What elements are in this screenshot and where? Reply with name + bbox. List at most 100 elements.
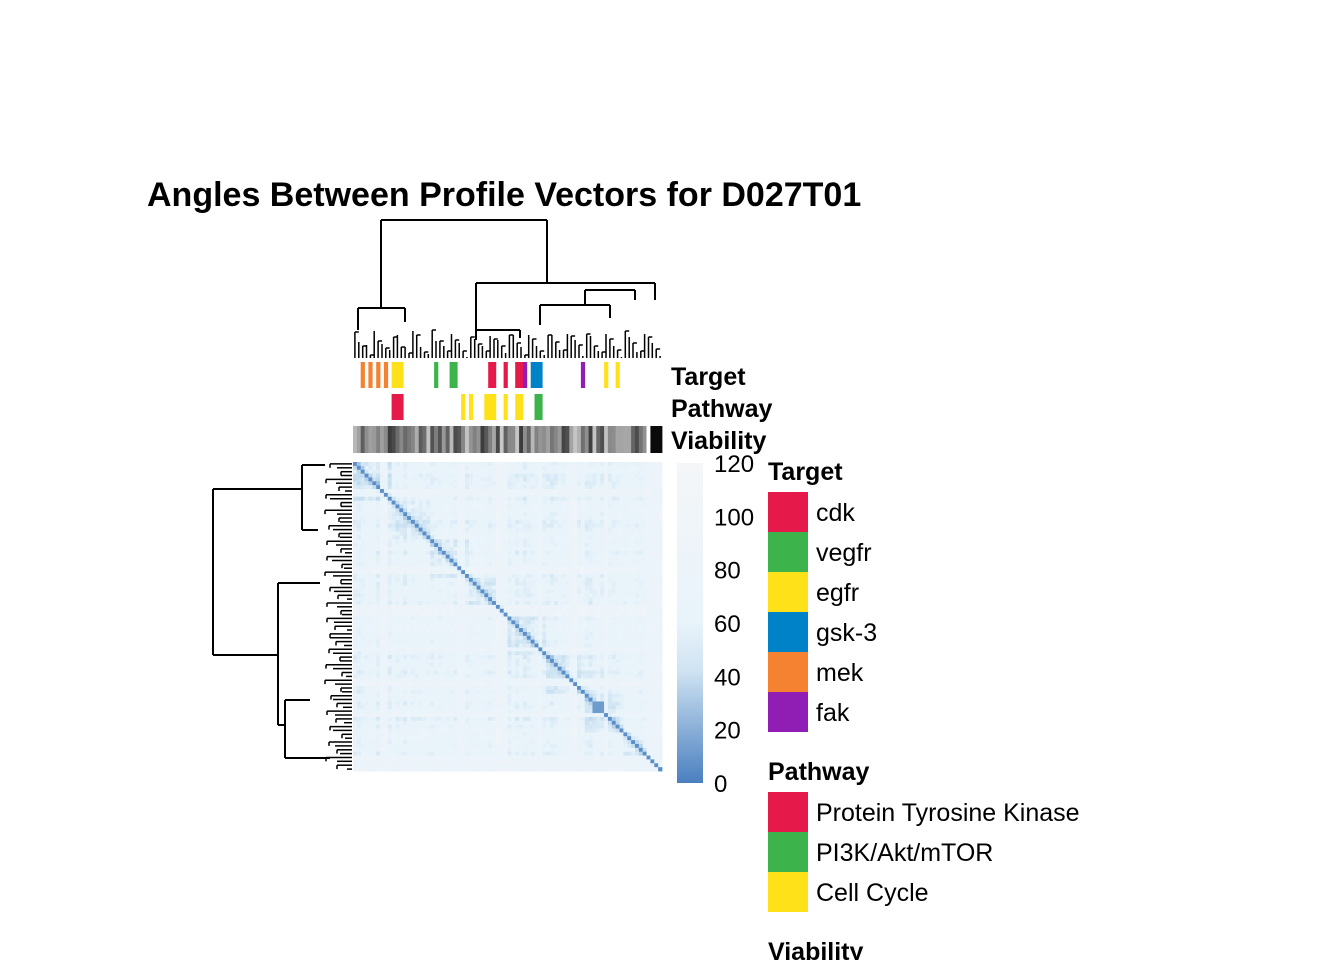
heatmap-cell xyxy=(550,555,554,559)
heatmap-cell xyxy=(546,655,550,659)
heatmap-cell xyxy=(596,508,600,512)
heatmap-cell xyxy=(473,582,477,586)
heatmap-cell xyxy=(596,586,600,590)
heatmap-cell xyxy=(535,636,539,640)
heatmap-cell xyxy=(376,667,380,671)
heatmap-cell xyxy=(446,555,450,559)
heatmap-cell xyxy=(488,497,492,501)
heatmap-cell xyxy=(527,586,531,590)
heatmap-cell xyxy=(616,516,620,520)
heatmap-cell xyxy=(403,551,407,555)
heatmap-cell xyxy=(604,636,608,640)
heatmap-cell xyxy=(600,485,604,489)
heatmap-cell xyxy=(434,671,438,675)
heatmap-cell xyxy=(631,504,635,508)
heatmap-cell xyxy=(573,462,577,466)
heatmap-cell xyxy=(411,512,415,516)
target-annotation-cell xyxy=(361,362,365,388)
heatmap-cell xyxy=(569,570,573,574)
heatmap-cell xyxy=(565,655,569,659)
heatmap-cell xyxy=(623,559,627,563)
heatmap-cell xyxy=(616,586,620,590)
heatmap-cell xyxy=(415,628,419,632)
heatmap-cell xyxy=(608,462,612,466)
heatmap-cell xyxy=(395,485,399,489)
heatmap-cell xyxy=(368,547,372,551)
heatmap-cell xyxy=(500,674,504,678)
heatmap-cell xyxy=(496,539,500,543)
heatmap-cell xyxy=(453,462,457,466)
heatmap-cell xyxy=(558,497,562,501)
heatmap-cell xyxy=(453,593,457,597)
heatmap-cell xyxy=(608,597,612,601)
heatmap-cell xyxy=(654,593,658,597)
heatmap-cell xyxy=(658,570,662,574)
heatmap-cell xyxy=(596,574,600,578)
heatmap-cell xyxy=(635,601,639,605)
heatmap-cell xyxy=(600,481,604,485)
heatmap-cell xyxy=(596,528,600,532)
heatmap-cell xyxy=(535,524,539,528)
heatmap-cell xyxy=(558,493,562,497)
heatmap-cell xyxy=(627,632,631,636)
heatmap-cell xyxy=(523,532,527,536)
heatmap-cell xyxy=(403,485,407,489)
heatmap-cell xyxy=(511,636,515,640)
heatmap-cell xyxy=(546,528,550,532)
heatmap-cell xyxy=(647,539,651,543)
heatmap-cell xyxy=(573,651,577,655)
heatmap-cell xyxy=(392,655,396,659)
heatmap-cell xyxy=(654,647,658,651)
heatmap-cell xyxy=(519,547,523,551)
heatmap-cell xyxy=(608,485,612,489)
heatmap-cell xyxy=(508,663,512,667)
heatmap-cell xyxy=(430,663,434,667)
heatmap-cell xyxy=(650,543,654,547)
heatmap-cell xyxy=(596,489,600,493)
heatmap-cell xyxy=(650,574,654,578)
heatmap-cell xyxy=(643,582,647,586)
heatmap-cell xyxy=(650,528,654,532)
heatmap-cell xyxy=(500,659,504,663)
heatmap-cell xyxy=(527,678,531,682)
heatmap-cell xyxy=(592,477,596,481)
heatmap-cell xyxy=(504,655,508,659)
heatmap-cell xyxy=(569,632,573,636)
heatmap-cell xyxy=(589,524,593,528)
heatmap-cell xyxy=(565,605,569,609)
heatmap-cell xyxy=(492,640,496,644)
heatmap-cell xyxy=(426,644,430,648)
heatmap-cell xyxy=(581,667,585,671)
heatmap-cell xyxy=(511,470,515,474)
heatmap-cell xyxy=(411,589,415,593)
heatmap-cell xyxy=(554,647,558,651)
heatmap-cell xyxy=(658,586,662,590)
heatmap-cell xyxy=(488,593,492,597)
heatmap-cell xyxy=(353,640,357,644)
heatmap-cell xyxy=(635,574,639,578)
heatmap-cell xyxy=(600,613,604,617)
heatmap-cell xyxy=(480,674,484,678)
heatmap-cell xyxy=(596,551,600,555)
heatmap-cell xyxy=(558,593,562,597)
heatmap-cell xyxy=(361,605,365,609)
heatmap-cell xyxy=(523,632,527,636)
heatmap-cell xyxy=(631,559,635,563)
heatmap-cell xyxy=(403,559,407,563)
heatmap-cell xyxy=(581,535,585,539)
heatmap-cell xyxy=(500,516,504,520)
heatmap-cell xyxy=(380,655,384,659)
heatmap-cell xyxy=(639,504,643,508)
heatmap-cell xyxy=(565,470,569,474)
heatmap-cell xyxy=(457,624,461,628)
heatmap-cell xyxy=(407,493,411,497)
heatmap-cell xyxy=(411,597,415,601)
heatmap-cell xyxy=(558,582,562,586)
heatmap-cell xyxy=(368,647,372,651)
heatmap-cell xyxy=(608,578,612,582)
heatmap-cell xyxy=(608,559,612,563)
heatmap-cell xyxy=(565,636,569,640)
heatmap-cell xyxy=(542,659,546,663)
heatmap-cell xyxy=(573,640,577,644)
heatmap-cell xyxy=(569,597,573,601)
